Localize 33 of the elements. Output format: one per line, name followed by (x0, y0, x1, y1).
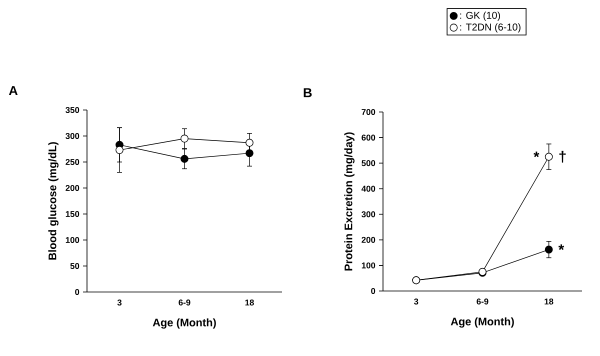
y-axis-title: Blood glucose (mg/dL) (48, 142, 59, 260)
y-tick-label: 0 (75, 289, 80, 295)
y-tick-label: 150 (66, 211, 80, 217)
y-tick-label: 0 (371, 288, 376, 294)
y-tick-label: 400 (361, 186, 376, 192)
legend-label: : T2DN (6-10) (460, 23, 520, 33)
chart-title: B (304, 88, 312, 98)
x-axis-title: Age (Month) (450, 317, 514, 328)
x-axis-title: Age (Month) (152, 318, 216, 329)
y-tick-label: 100 (66, 237, 80, 243)
y-axis-title: Protein Excretion (mg/day) (344, 132, 355, 270)
x-tick-label: 6-9 (178, 300, 190, 306)
legend-label: : GK (10) (460, 12, 500, 21)
x-tick-label: 18 (245, 300, 254, 306)
y-tick-label: 700 (362, 109, 376, 115)
x-tick-label: 3 (414, 298, 418, 305)
annotation: † (559, 150, 566, 163)
y-tick-label: 50 (70, 263, 80, 269)
annotation: * (534, 152, 540, 158)
x-tick-label: 6-9 (476, 298, 488, 305)
y-tick-label: 100 (362, 262, 376, 268)
x-tick-label: 18 (544, 298, 554, 305)
y-tick-label: 200 (362, 236, 376, 243)
y-tick-label: 300 (66, 133, 80, 140)
y-tick-label: 500 (362, 160, 376, 166)
y-tick-label: 350 (66, 107, 80, 114)
y-tick-label: 300 (362, 211, 376, 218)
y-tick-label: 200 (66, 185, 80, 191)
y-tick-label: 250 (66, 159, 80, 165)
annotation: * (558, 244, 564, 250)
y-tick-label: 600 (362, 134, 376, 141)
x-tick-label: 3 (117, 300, 122, 306)
chart-title: A (8, 86, 18, 96)
